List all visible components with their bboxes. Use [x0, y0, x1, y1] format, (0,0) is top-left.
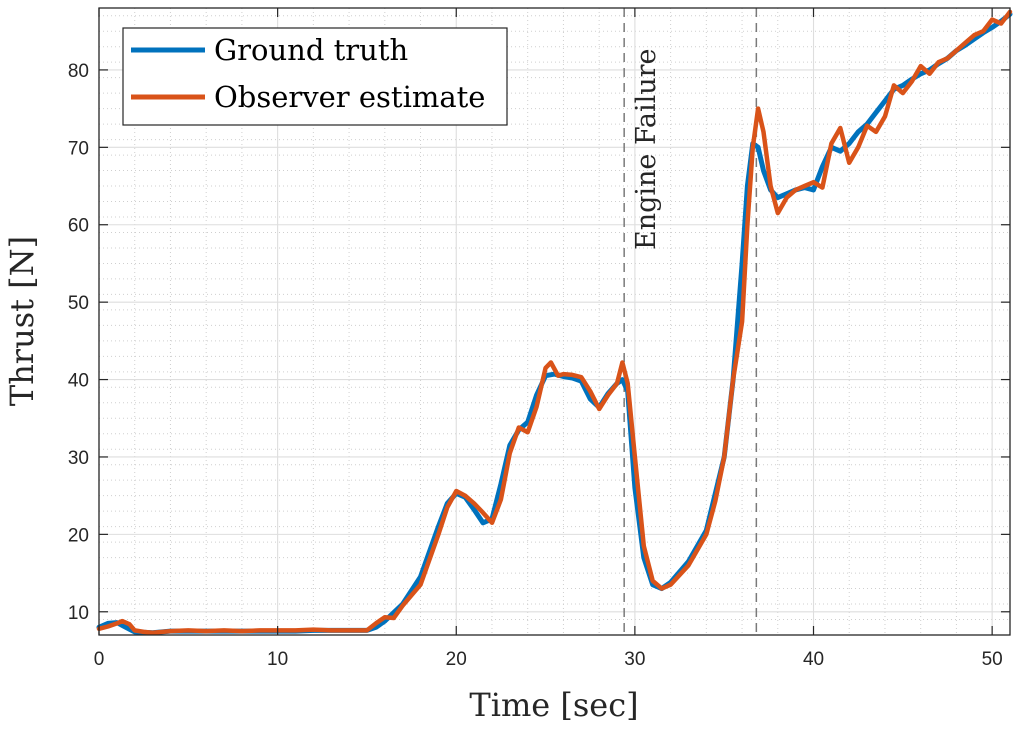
y-tick-label: 50 — [68, 293, 89, 314]
x-tick-label: 0 — [94, 649, 105, 670]
x-tick-label: 10 — [267, 649, 288, 670]
x-tick-label: 20 — [446, 649, 467, 670]
axis-ticks: 0 10 20 30 40 50 10 20 30 40 50 60 70 80 — [68, 8, 1010, 670]
y-tick-label: 40 — [68, 371, 89, 392]
x-axis-title: Time [sec] — [469, 686, 638, 724]
legend-label-observer-estimate: Observer estimate — [214, 80, 485, 114]
series-lines — [96, 9, 1013, 636]
legend-box — [122, 27, 508, 126]
y-tick-label: 20 — [68, 525, 89, 546]
y-tick-label: 80 — [68, 61, 89, 82]
y-tick-label: 30 — [68, 448, 89, 469]
x-tick-label: 40 — [803, 649, 824, 670]
plot-frame — [98, 7, 1011, 636]
x-tick-label: 30 — [624, 649, 645, 670]
y-axis-title: Thrust [N] — [3, 236, 41, 406]
y-tick-label: 60 — [68, 216, 89, 237]
x-tick-label: 50 — [982, 649, 1003, 670]
legend: Ground truth Observer estimate — [122, 27, 508, 126]
event-label: Engine Failure — [631, 48, 662, 250]
event-lines: Engine Failure — [623, 8, 758, 635]
series-line-observer-estimate — [96, 9, 1013, 635]
legend-label-ground-truth: Ground truth — [214, 33, 408, 67]
y-tick-label: 10 — [68, 603, 89, 624]
y-tick-label: 70 — [68, 138, 89, 159]
